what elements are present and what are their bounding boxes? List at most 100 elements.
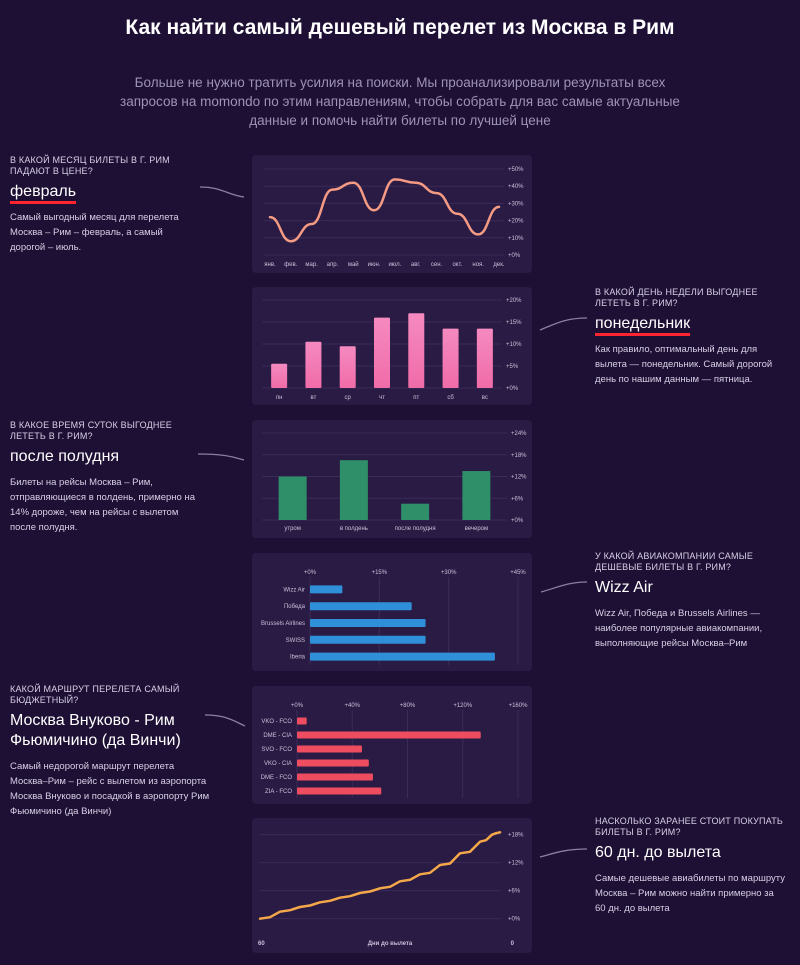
month-price-line bbox=[268, 178, 501, 243]
x-tick-label: май bbox=[348, 261, 359, 268]
airline-info: У какой авиакомпании самые дешевые билет… bbox=[595, 551, 785, 651]
route-bar bbox=[297, 717, 307, 725]
y-tick-label: Iberia bbox=[290, 655, 306, 661]
airline-bar bbox=[310, 635, 426, 644]
month-point bbox=[373, 209, 375, 212]
time-description: Билеты на рейсы Москва – Рим, отправляющ… bbox=[10, 477, 195, 533]
advance-point bbox=[339, 896, 341, 899]
x-tick-label: после полудня bbox=[395, 526, 436, 532]
advance-point bbox=[499, 831, 501, 834]
month-answer: февраль bbox=[10, 183, 77, 200]
month-point bbox=[477, 233, 479, 236]
y-tick-label: +40% bbox=[508, 184, 524, 190]
advance-point bbox=[319, 901, 321, 904]
page-subtitle: Больше не нужно тратить усилия на поиски… bbox=[120, 75, 680, 128]
route-answer: Москва Внуково - Рим Фьюмичино (да Винчи… bbox=[10, 712, 181, 749]
y-tick-label: +20% bbox=[508, 219, 524, 225]
x-tick-label: июл. bbox=[388, 262, 401, 268]
time-bar bbox=[278, 476, 307, 520]
month-question: В какой месяц билеты в г. Рим падают в ц… bbox=[10, 155, 170, 176]
x-tick-label: +0% bbox=[304, 570, 317, 576]
x-tick-label: +160% bbox=[509, 703, 529, 709]
x-tick-label: дек. bbox=[493, 262, 504, 268]
advance-question: Насколько заранее стоит покупать билеты … bbox=[595, 816, 784, 837]
weekday-bar bbox=[408, 313, 425, 388]
x-end-label: 0 bbox=[511, 941, 515, 947]
weekday-chart-panel: +0% +5% +10% +15% +20% пн вт ср чт пт сб вс bbox=[252, 287, 532, 405]
airline-bar bbox=[310, 619, 426, 627]
month-point bbox=[310, 223, 313, 225]
time-bar bbox=[401, 503, 430, 520]
x-tick-label: янв. bbox=[264, 262, 276, 268]
airline-chart-panel: +0% +15% +30% +45% Wizz Air Победа Brussels Ai… bbox=[252, 553, 532, 671]
y-tick-label: +6% bbox=[508, 889, 521, 895]
month-point bbox=[435, 192, 438, 194]
connector-airline bbox=[540, 581, 588, 593]
advance-point bbox=[479, 840, 481, 843]
month-point bbox=[414, 181, 417, 184]
advance-point bbox=[259, 917, 261, 920]
time-info: В какое время суток выгоднее лететь в г.… bbox=[10, 420, 200, 535]
route-bar bbox=[297, 745, 362, 753]
advance-chart: +0% +6% +12% +18% 60 Дни до вылета 0 bbox=[258, 831, 524, 947]
connector-weekday bbox=[539, 317, 588, 331]
advance-point bbox=[491, 833, 493, 836]
y-tick-label: SVO - FCO bbox=[261, 747, 292, 753]
route-chart-panel: +0% +40% +80% +120% +160% VKO - FCO DME - CIA S… bbox=[252, 686, 532, 804]
x-tick-label: июн. bbox=[368, 262, 381, 268]
x-tick-label: +40% bbox=[344, 703, 360, 709]
x-tick-label: фев. bbox=[284, 262, 297, 268]
x-axis-label: Дни до вылета bbox=[368, 941, 413, 947]
y-tick-label: +50% bbox=[508, 167, 524, 173]
weekday-description: Как правило, оптимальный день для вылета… bbox=[595, 344, 773, 385]
y-tick-label: +0% bbox=[511, 518, 524, 524]
y-tick-label: +12% bbox=[508, 861, 524, 867]
y-tick-label: ZIA - FCO bbox=[265, 789, 292, 795]
time-chart-panel: +0% +6% +12% +18% +24% утром в полдень после по… bbox=[252, 420, 532, 538]
month-description: Самый выгодный месяц для перелета Москва… bbox=[10, 212, 179, 253]
x-tick-label: +45% bbox=[510, 570, 526, 576]
route-question: Какой маршрут перелета самый бюджетный? bbox=[10, 684, 180, 705]
x-tick-label: +0% bbox=[291, 703, 304, 709]
x-tick-label: вечером bbox=[465, 526, 489, 532]
y-tick-label: VKO - CIA bbox=[264, 761, 292, 767]
x-tick-label: сб bbox=[447, 395, 454, 401]
x-tick-label: +80% bbox=[400, 703, 416, 709]
y-tick-label: +18% bbox=[508, 833, 524, 839]
advance-point bbox=[399, 880, 401, 883]
x-tick-label: ср bbox=[345, 395, 352, 401]
month-point bbox=[331, 188, 334, 191]
y-tick-label: +0% bbox=[506, 386, 519, 392]
month-chart-panel: +0% +10% +20% +30% +40% +50% янв. фев. мар. апр. м… bbox=[252, 155, 532, 273]
weekday-question: В какой день недели выгоднее лететь в г.… bbox=[595, 287, 758, 308]
connector-route bbox=[204, 714, 246, 727]
route-bar bbox=[297, 787, 382, 795]
advance-point bbox=[439, 864, 441, 866]
time-question: В какое время суток выгоднее лететь в г.… bbox=[10, 420, 172, 441]
advance-price-line bbox=[258, 831, 502, 920]
advance-description: Самые дешевые авиабилеты по маршруту Мос… bbox=[595, 873, 785, 914]
y-tick-label: SWISS bbox=[286, 638, 305, 644]
advance-point bbox=[459, 852, 461, 855]
x-tick-label: в полдень bbox=[340, 526, 368, 532]
x-tick-label: апр. bbox=[327, 262, 339, 268]
x-tick-label: +30% bbox=[441, 570, 457, 576]
month-point bbox=[456, 212, 459, 215]
y-tick-label: Победа bbox=[284, 604, 306, 610]
y-tick-label: +30% bbox=[508, 201, 524, 207]
x-tick-label: пт bbox=[413, 395, 419, 401]
x-tick-label: +120% bbox=[453, 703, 473, 709]
airline-answer: Wizz Air bbox=[595, 579, 653, 596]
y-tick-label: +10% bbox=[508, 236, 524, 242]
month-point bbox=[394, 178, 396, 181]
weekday-bar bbox=[442, 328, 459, 388]
month-point bbox=[352, 181, 355, 184]
y-tick-label: +18% bbox=[511, 453, 527, 459]
advance-point bbox=[299, 906, 301, 908]
weekday-bar bbox=[476, 328, 493, 388]
month-point bbox=[269, 216, 271, 218]
connector-time bbox=[197, 453, 245, 461]
airline-description: Wizz Air, Победа и Brussels Airlines — н… bbox=[595, 608, 763, 649]
advance-point bbox=[379, 887, 381, 890]
x-tick-label: сен. bbox=[431, 262, 443, 268]
